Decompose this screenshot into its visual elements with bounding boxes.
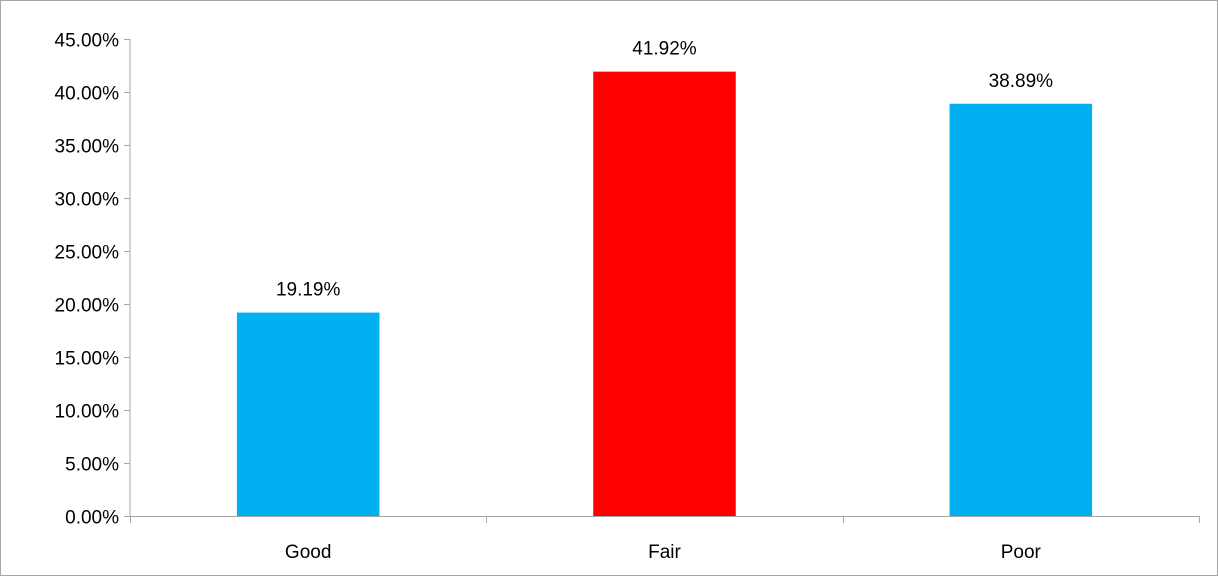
y-tick-label: 30.00% xyxy=(55,190,120,211)
x-tick-label: Good xyxy=(285,542,331,563)
x-axis: Good Fair Poor xyxy=(130,516,1200,563)
y-tick-label: 5.00% xyxy=(65,455,119,476)
y-axis: 0.00% 5.00% 10.00% 15.00% 20.00% 25.00% 30.00%… xyxy=(55,31,131,529)
x-tick-label: Fair xyxy=(648,542,681,563)
y-tick-label: 35.00% xyxy=(55,137,120,158)
bars xyxy=(236,71,1093,517)
data-label-fair: 41.92% xyxy=(632,39,697,60)
data-label-good: 19.19% xyxy=(276,280,341,301)
bar-poor xyxy=(949,103,1093,517)
y-tick-label: 25.00% xyxy=(55,243,120,264)
x-tick-label: Poor xyxy=(1001,542,1042,563)
y-tick-label: 0.00% xyxy=(65,508,119,529)
y-tick-label: 45.00% xyxy=(55,31,120,52)
data-labels: 19.19% 41.92% 38.89% xyxy=(276,39,1053,301)
bar-fair xyxy=(593,71,736,516)
data-label-poor: 38.89% xyxy=(989,71,1054,92)
y-tick-label: 20.00% xyxy=(55,296,120,317)
y-tick-label: 10.00% xyxy=(55,402,120,423)
y-tick-label: 15.00% xyxy=(55,349,120,370)
y-tick-label: 40.00% xyxy=(55,84,120,105)
bar-good xyxy=(236,312,380,516)
